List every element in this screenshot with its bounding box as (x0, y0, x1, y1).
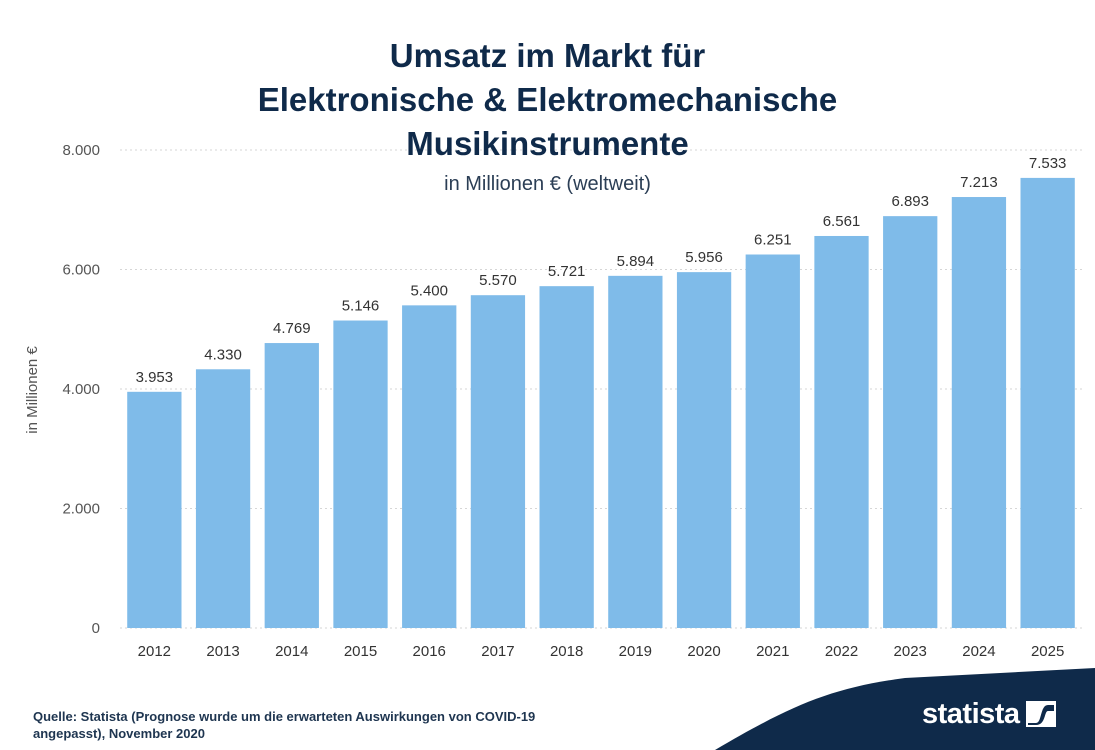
bar[interactable] (539, 286, 594, 628)
chart-title: Umsatz im Markt für Elektronische & Elek… (0, 34, 1095, 166)
source-note-line-1: Quelle: Statista (Prognose wurde um die … (33, 709, 536, 724)
data-label: 4.330 (204, 346, 242, 363)
bar[interactable] (264, 343, 319, 628)
data-label: 5.721 (548, 263, 586, 280)
data-label: 7.533 (1029, 155, 1067, 172)
chart-title-line-3: Musikinstrumente (406, 125, 689, 162)
bar[interactable] (676, 272, 732, 628)
x-tick-label: 2023 (894, 643, 927, 660)
data-label: 5.956 (685, 249, 723, 266)
data-label: 5.400 (410, 282, 448, 299)
data-label: 6.561 (823, 213, 861, 230)
chart-subtitle: in Millionen € (weltweit) (444, 173, 651, 195)
bar[interactable] (745, 254, 800, 628)
value-labels: 3.953 4.330 4.769 5.146 5.400 5.570 5.721 5.894… (136, 155, 1067, 386)
bar[interactable] (951, 197, 1007, 628)
x-tick-label: 2024 (962, 643, 995, 660)
y-axis-ticks: 0 2.000 4.000 6.000 8.000 (62, 142, 100, 637)
x-tick-label: 2016 (413, 643, 446, 660)
data-label: 5.146 (342, 298, 380, 315)
data-label: 6.251 (754, 232, 792, 249)
data-label: 7.213 (960, 174, 998, 191)
statista-brand[interactable]: statista (922, 694, 1056, 734)
x-tick-label: 2020 (687, 643, 720, 660)
bar[interactable] (333, 320, 388, 628)
brand-name: statista (922, 697, 1020, 730)
data-label: 5.894 (617, 253, 655, 270)
chart-title-line-2: Elektronische & Elektromechanische (257, 81, 838, 118)
x-tick-label: 2022 (825, 643, 858, 660)
y-tick-label: 2.000 (62, 501, 100, 518)
y-tick-label: 4.000 (62, 381, 100, 398)
bar[interactable] (402, 305, 457, 628)
y-tick-label: 0 (92, 620, 100, 637)
y-tick-label: 8.000 (62, 142, 100, 159)
bar-chart: 0 2.000 4.000 6.000 8.000 3.953 4.330 4.769 5.1… (24, 142, 1082, 660)
bar[interactable] (608, 275, 663, 628)
bar[interactable] (470, 295, 526, 628)
data-label: 4.769 (273, 320, 311, 337)
x-tick-label: 2021 (756, 643, 789, 660)
y-tick-label: 6.000 (62, 262, 100, 279)
x-tick-label: 2019 (619, 643, 652, 660)
data-label: 6.893 (891, 193, 929, 210)
bar[interactable] (883, 216, 938, 628)
bar[interactable] (195, 369, 251, 628)
x-tick-label: 2018 (550, 643, 583, 660)
x-tick-label: 2025 (1031, 643, 1064, 660)
data-label: 5.570 (479, 272, 517, 289)
x-tick-label: 2015 (344, 643, 377, 660)
chart-title-line-1: Umsatz im Markt für (389, 37, 706, 74)
data-label: 3.953 (136, 369, 174, 386)
bar[interactable] (127, 391, 182, 628)
x-tick-label: 2017 (481, 643, 514, 660)
source-note: Quelle: Statista (Prognose wurde um die … (33, 708, 633, 742)
bars (127, 177, 1075, 628)
x-tick-label: 2014 (275, 643, 308, 660)
x-axis-ticks: 2012 2013 2014 2015 2016 2017 2018 2019 2020 2021… (138, 643, 1065, 660)
x-tick-label: 2012 (138, 643, 171, 660)
y-axis-label: in Millionen € (24, 346, 41, 434)
source-note-line-2: angepasst), November 2020 (33, 726, 205, 741)
statista-logo-icon (1025, 701, 1056, 727)
bar[interactable] (814, 235, 869, 628)
bar[interactable] (1020, 177, 1075, 628)
x-tick-label: 2013 (206, 643, 239, 660)
